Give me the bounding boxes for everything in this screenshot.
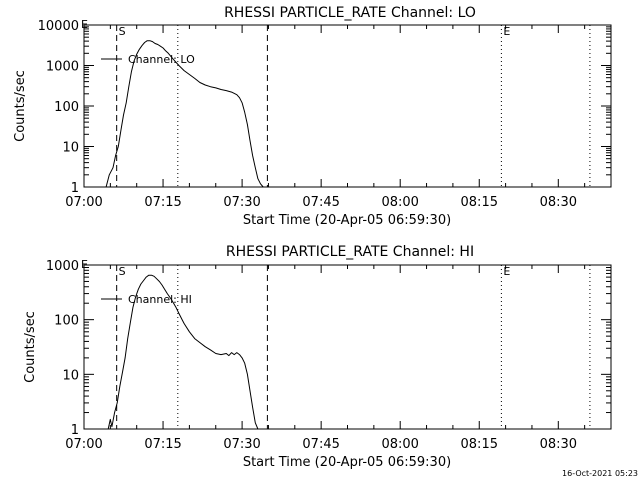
x-axis-label: Start Time (20-Apr-05 06:59:30) [243, 213, 451, 228]
legend: Channel: HI [101, 293, 192, 306]
marker-label: S [119, 265, 126, 278]
marker-label: E [503, 25, 510, 38]
x-tick-label: 08:00 [381, 437, 418, 452]
y-axis-label: Counts/sec [13, 70, 28, 142]
x-tick-label: 07:15 [144, 437, 181, 452]
x-tick-label: 07:45 [302, 195, 339, 210]
series-line-0 [105, 40, 265, 188]
x-tick-label: 07:30 [223, 195, 260, 210]
y-tick-labels: 1 10 100 1000 [46, 259, 79, 438]
x-tick-label: 08:30 [540, 437, 577, 452]
x-tick-labels: 07:00 07:15 07:30 07:45 08:00 08:15 08:30 [65, 195, 577, 210]
plot-frame [83, 264, 612, 430]
x-tick-label: 07:30 [223, 437, 260, 452]
marker-label: E [503, 265, 510, 278]
x-tick-label: 07:00 [65, 195, 102, 210]
chart-title: RHESSI PARTICLE_RATE Channel: LO [224, 5, 476, 21]
series-layer [105, 40, 265, 188]
legend-label: Channel: LO [128, 53, 195, 66]
y-tick-label: 1 [71, 181, 79, 196]
axis-ticks [83, 24, 612, 188]
y-tick-label: 1 [71, 423, 79, 438]
x-axis-label: Start Time (20-Apr-05 06:59:30) [243, 455, 451, 470]
axis-ticks [83, 264, 612, 430]
edge-end-label: E [81, 18, 88, 31]
y-tick-label: 100 [54, 100, 79, 115]
y-tick-label: 10 [62, 368, 79, 383]
x-tick-label: 08:00 [381, 195, 418, 210]
x-tick-label: 07:15 [144, 195, 181, 210]
y-tick-label: 10 [62, 141, 79, 156]
chart-title: RHESSI PARTICLE_RATE Channel: HI [226, 244, 474, 260]
y-tick-label: 1000 [46, 259, 79, 274]
x-tick-label: 07:00 [65, 437, 102, 452]
legend-label: Channel: HI [128, 293, 192, 306]
series-layer [107, 274, 259, 430]
x-tick-label: 07:45 [302, 437, 339, 452]
x-tick-label: 08:15 [461, 437, 498, 452]
footer-timestamp: 16-Oct-2021 05:23 [562, 469, 638, 478]
y-tick-label: 10000 [38, 19, 79, 34]
x-tick-label: 08:30 [540, 195, 577, 210]
y-tick-labels: 1 10 100 1000 10000 [38, 19, 79, 196]
marker-label: S [119, 25, 126, 38]
y-tick-label: 100 [54, 314, 79, 329]
series-line-0 [107, 274, 259, 430]
edge-end-label: E [81, 258, 88, 271]
x-tick-label: 08:15 [461, 195, 498, 210]
y-axis-label: Counts/sec [23, 311, 38, 383]
plot-frame [83, 24, 612, 188]
legend: Channel: LO [101, 53, 195, 66]
x-tick-labels: 07:00 07:15 07:30 07:45 08:00 08:15 08:30 [65, 437, 577, 452]
y-tick-label: 1000 [46, 60, 79, 75]
